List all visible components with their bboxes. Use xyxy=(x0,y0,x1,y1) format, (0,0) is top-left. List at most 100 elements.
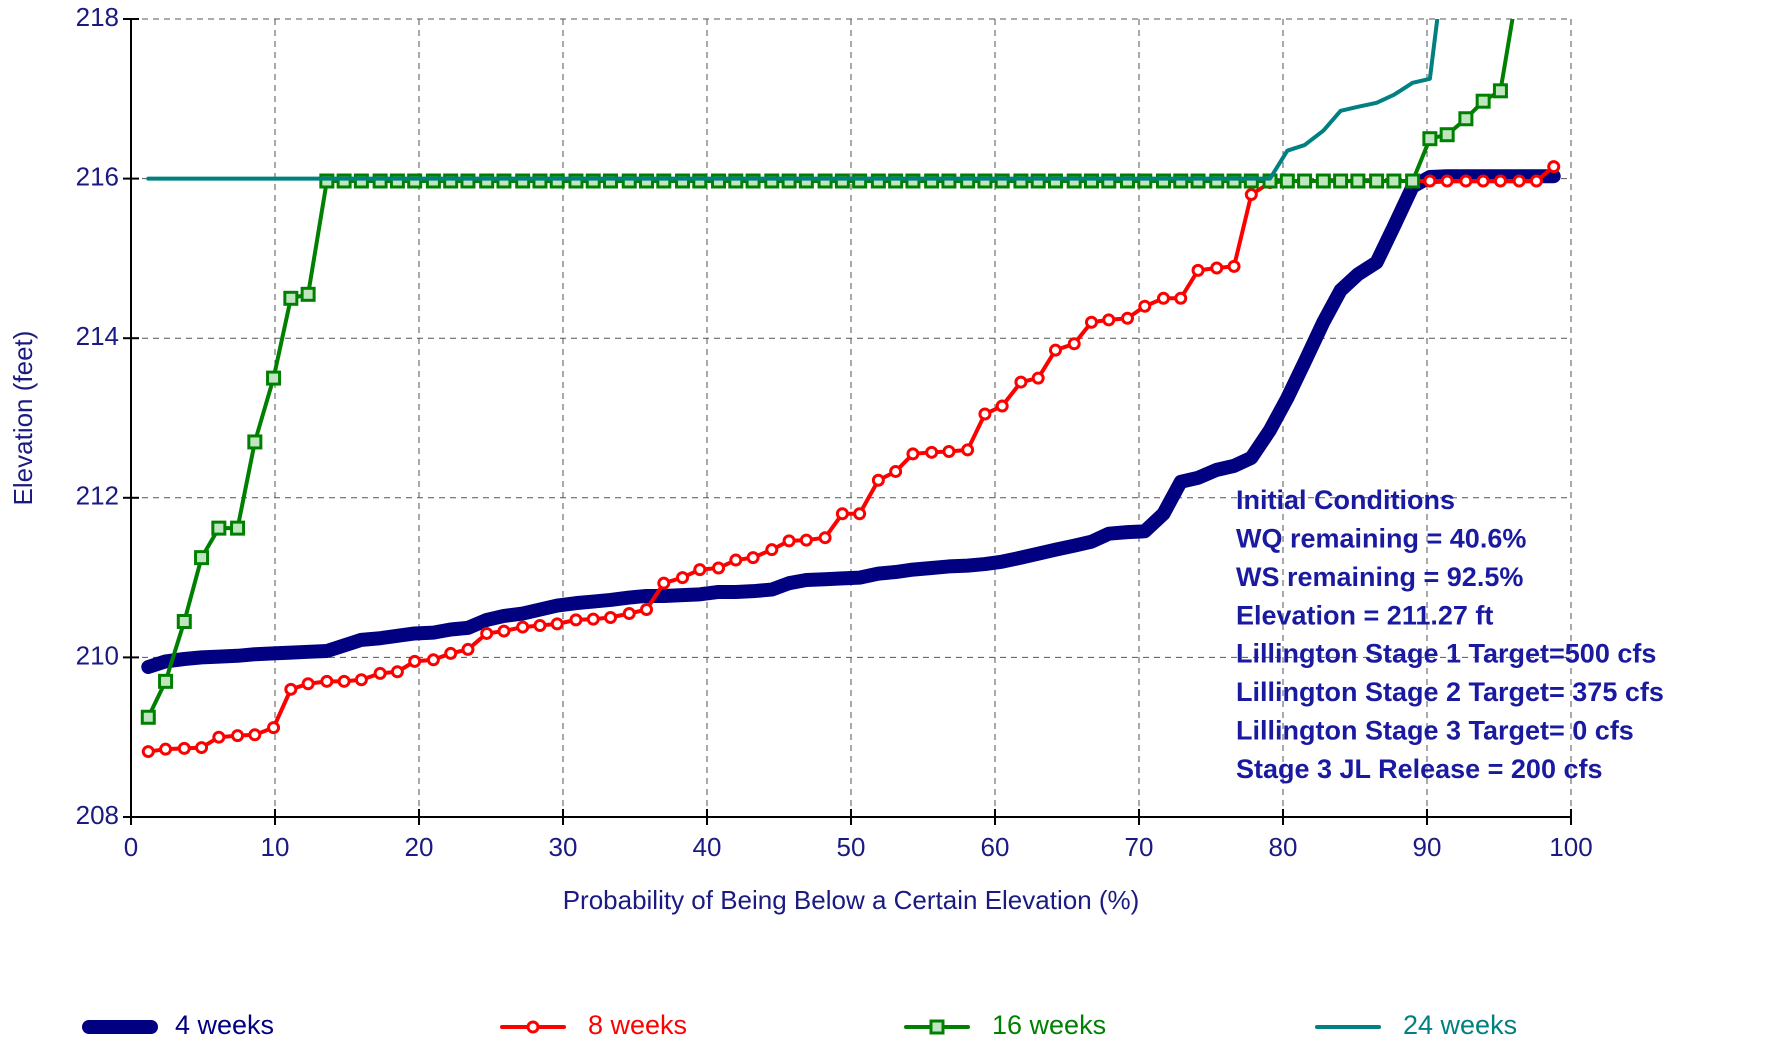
series-line xyxy=(146,19,1440,181)
x-axis-label: Probability of Being Below a Certain Ele… xyxy=(563,885,1140,915)
marker xyxy=(1333,173,1349,189)
marker xyxy=(640,603,654,617)
marker xyxy=(1512,174,1526,188)
marker xyxy=(1492,83,1508,99)
marker xyxy=(1174,291,1188,305)
marker xyxy=(301,677,315,691)
marker xyxy=(267,721,281,735)
marker xyxy=(212,730,226,744)
marker xyxy=(461,642,475,656)
marker xyxy=(1297,173,1313,189)
marker xyxy=(1439,127,1455,143)
marker xyxy=(604,611,618,624)
y-tick-label: 214 xyxy=(76,321,119,351)
annotation: Lillington Stage 2 Target= 375 cfs xyxy=(1236,677,1664,707)
marker xyxy=(159,742,173,756)
marker xyxy=(1031,371,1045,385)
marker xyxy=(231,729,245,743)
marker xyxy=(1369,173,1385,189)
marker xyxy=(693,563,707,577)
marker xyxy=(1422,131,1438,147)
annotation: Lillington Stage 1 Target=500 cfs xyxy=(1236,639,1656,669)
legend-label: 16 weeks xyxy=(992,1010,1106,1040)
marker xyxy=(1440,174,1454,188)
marker xyxy=(140,709,156,725)
marker xyxy=(426,653,440,667)
marker xyxy=(1493,174,1507,188)
marker xyxy=(1067,337,1081,351)
plot-area xyxy=(140,19,1561,759)
legend-label: 24 weeks xyxy=(1403,1010,1517,1040)
annotation: Lillington Stage 3 Target= 0 cfs xyxy=(1236,716,1634,746)
marker xyxy=(1529,174,1543,188)
marker xyxy=(194,550,210,566)
x-tick-label: 40 xyxy=(693,832,722,862)
marker xyxy=(337,674,351,688)
marker xyxy=(284,682,298,696)
y-tick-label: 208 xyxy=(76,800,119,830)
legend: 4 weeks 8 weeks 16 weeks 24 weeks xyxy=(82,1010,1517,1040)
x-tick-label: 20 xyxy=(405,832,434,862)
marker xyxy=(158,673,174,689)
legend-label: 4 weeks xyxy=(175,1010,274,1040)
marker xyxy=(141,745,155,759)
marker xyxy=(889,464,903,478)
annotation: WQ remaining = 40.6% xyxy=(1236,524,1526,554)
x-tick-label: 70 xyxy=(1125,832,1154,862)
marker xyxy=(211,520,227,536)
marker xyxy=(586,612,600,626)
x-tick-label: 50 xyxy=(837,832,866,862)
y-tick-label: 218 xyxy=(76,2,119,32)
marker xyxy=(871,473,885,487)
marker xyxy=(247,434,263,450)
x-tick-label: 60 xyxy=(981,832,1010,862)
annotation: WS remaining = 92.5% xyxy=(1236,562,1523,592)
marker xyxy=(1547,160,1561,174)
marker xyxy=(176,613,192,629)
marker xyxy=(248,728,262,742)
marker xyxy=(853,507,867,521)
marker xyxy=(266,370,282,386)
marker xyxy=(1315,173,1331,189)
marker xyxy=(320,674,334,688)
marker xyxy=(1120,311,1134,325)
x-tick-label: 30 xyxy=(549,832,578,862)
marker xyxy=(1227,259,1241,273)
marker xyxy=(195,741,209,755)
marker xyxy=(906,447,920,461)
marker xyxy=(1476,174,1490,188)
marker xyxy=(676,571,690,585)
legend-marker xyxy=(526,1020,540,1034)
annotation: Stage 3 JL Release = 200 cfs xyxy=(1236,754,1603,784)
marker xyxy=(1014,375,1028,389)
annotations: Initial Conditions WQ remaining = 40.6% WS… xyxy=(1236,485,1664,784)
marker xyxy=(1048,343,1062,357)
y-tick-label: 210 xyxy=(76,640,119,670)
marker xyxy=(799,533,813,547)
annotation: Initial Conditions xyxy=(1236,485,1455,515)
marker xyxy=(942,445,956,459)
marker xyxy=(995,399,1009,413)
x-tick-label: 0 xyxy=(124,832,138,862)
marker xyxy=(1138,299,1152,313)
marker xyxy=(1191,263,1205,277)
marker xyxy=(177,741,191,755)
marker xyxy=(622,607,636,621)
marker xyxy=(1405,173,1421,189)
marker xyxy=(480,626,494,640)
marker xyxy=(1386,173,1402,189)
marker xyxy=(497,624,511,638)
y-tick-label: 212 xyxy=(76,481,119,511)
marker xyxy=(390,665,404,679)
axes: 208 210 212 214 216 218 0 10 20 30 40 50 60 70 80 90 100 xyxy=(76,2,1593,862)
marker xyxy=(300,286,316,302)
marker xyxy=(782,534,796,548)
marker xyxy=(925,445,939,459)
marker xyxy=(408,654,422,668)
x-tick-label: 90 xyxy=(1413,832,1442,862)
annotation: Elevation = 211.27 ft xyxy=(1236,600,1493,630)
marker xyxy=(978,407,992,421)
marker xyxy=(1279,173,1295,189)
marker xyxy=(1084,315,1098,329)
marker xyxy=(746,551,760,565)
